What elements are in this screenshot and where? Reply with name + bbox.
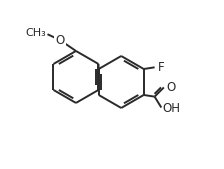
Text: O: O [55, 34, 65, 47]
Text: OH: OH [163, 102, 181, 115]
Text: F: F [158, 61, 164, 74]
Text: O: O [167, 81, 176, 94]
Text: CH₃: CH₃ [25, 28, 46, 38]
